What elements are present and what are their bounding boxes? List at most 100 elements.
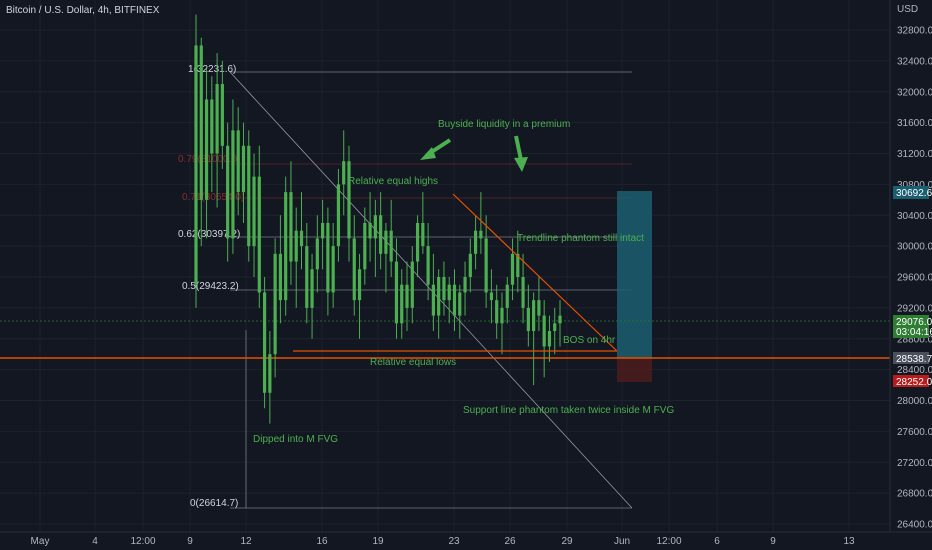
y-tick-label: 26400.0 [897,520,932,531]
candle-body [273,253,277,355]
x-tick-label: 26 [504,536,516,547]
y-tick-label: 26800.0 [897,489,932,500]
grid [0,0,890,532]
candle-body [342,161,346,185]
arrow-down-head [514,157,528,172]
candle-body [236,130,240,193]
x-tick-label: 23 [448,536,460,547]
structure-lines[interactable] [293,193,618,352]
candle-body [442,277,446,301]
annotation-equal-highs: Relative equal highs [348,176,438,187]
candle-body [473,230,478,254]
candle-body [400,284,404,324]
y-tick-label: 32800.0 [897,26,932,37]
y-tick-label: 29600.0 [897,273,932,284]
candle-body [368,222,372,239]
x-tick-label: 12:00 [656,536,681,547]
candle-body [379,215,383,254]
candle-body [268,354,272,393]
candle-body [310,269,314,308]
candle-body [257,176,261,293]
candle-body [495,300,499,324]
stop-price-box [893,375,929,387]
target-price-label: 30692.6 [896,188,932,199]
candle-body [526,307,530,332]
candle-body [347,161,351,239]
y-tick-label: 29200.0 [897,303,932,314]
arrow-down [514,135,523,161]
annotation-support: Support line phantom taken twice inside … [463,405,674,416]
candle-body [542,315,546,347]
candle-body [357,269,362,301]
candle-body [226,145,230,239]
x-tick-label: 16 [316,536,328,547]
countdown-label: 03:04:16 [896,327,932,338]
y-tick-label: 27200.0 [897,458,932,469]
symbol-title[interactable]: Bitcoin / U.S. Dollar, 4h, BITFINEX [6,5,160,16]
y-tick-label: 28000.0 [897,396,932,407]
candle-body [331,246,335,293]
annotation-buyside: Buyside liquidity in a premium [438,119,570,130]
candle-body [510,253,515,285]
candle-body [315,238,319,270]
candle-body [500,307,504,324]
candle-body [547,331,552,347]
candle-body [252,176,256,247]
fib-label-05: 0.5(29423.2) [182,281,239,292]
long-position-tool[interactable] [617,191,652,382]
x-tick-label: May [31,536,50,547]
candle-body [532,300,536,332]
candle-body [558,315,562,324]
candle-body [204,99,209,200]
candle-body [426,246,430,285]
candle-body [479,230,483,239]
entry-price-box [893,352,929,364]
annotation-fvg: Dipped into M FVG [253,434,338,445]
fib-label-062: 0.62(30397.2) [178,229,240,240]
candle-body [289,192,293,262]
y-tick-label: 32400.0 [897,56,932,67]
fib-retracement[interactable]: 1(32231.6) 0.79(31000.0) 0.71(30654.0) 0… [178,64,633,509]
stop-zone [617,358,652,382]
time-axis[interactable]: May 4 12:00 9 12 16 19 23 26 29 Jun 12:00 6 9 13 [0,531,932,550]
candle-body [352,238,356,301]
fib-label-0: 0(26614.7) [190,498,238,509]
candle-body [384,230,388,254]
candle-body [299,230,304,247]
candle-body [553,323,557,332]
candle-body [326,222,330,293]
x-tick-label: 9 [187,536,193,547]
x-tick-label: 9 [770,536,776,547]
candle-body [452,284,457,316]
candle-body [421,222,425,247]
x-tick-label: 4 [92,536,98,547]
arrow-left-head [420,147,436,160]
candle-body [410,261,414,308]
annotations: Buyside liquidity in a premium Relative … [253,119,674,445]
target-price-box [893,186,929,199]
candles [194,14,562,424]
candle-body [394,261,399,324]
candle-body [458,292,462,316]
y-tick-label: 31200.0 [897,149,932,160]
price-axis[interactable]: USD 26400.0 26800.0 27200.0 27600.0 28000.0 2… [889,0,932,532]
candle-body [505,284,509,308]
candle-body [241,145,246,193]
annotation-trendline: Trendline phantom still intact [517,233,644,244]
currency-label: USD [897,4,918,15]
candle-body [489,292,494,301]
candle-body [262,292,267,393]
x-tick-label: 12 [240,536,252,547]
candle-body [447,284,451,301]
candle-body [305,246,309,308]
y-tick-label: 27600.0 [897,427,932,438]
candle-body [373,215,377,239]
x-tick-label: 12:00 [130,536,155,547]
candle-body [336,184,341,247]
candle-body [194,45,198,285]
candle-body [215,84,219,154]
fib-label-079: 0.79(31000.0) [178,154,240,165]
y-tick-label: 30000.0 [897,242,932,253]
candle-body [321,222,325,239]
